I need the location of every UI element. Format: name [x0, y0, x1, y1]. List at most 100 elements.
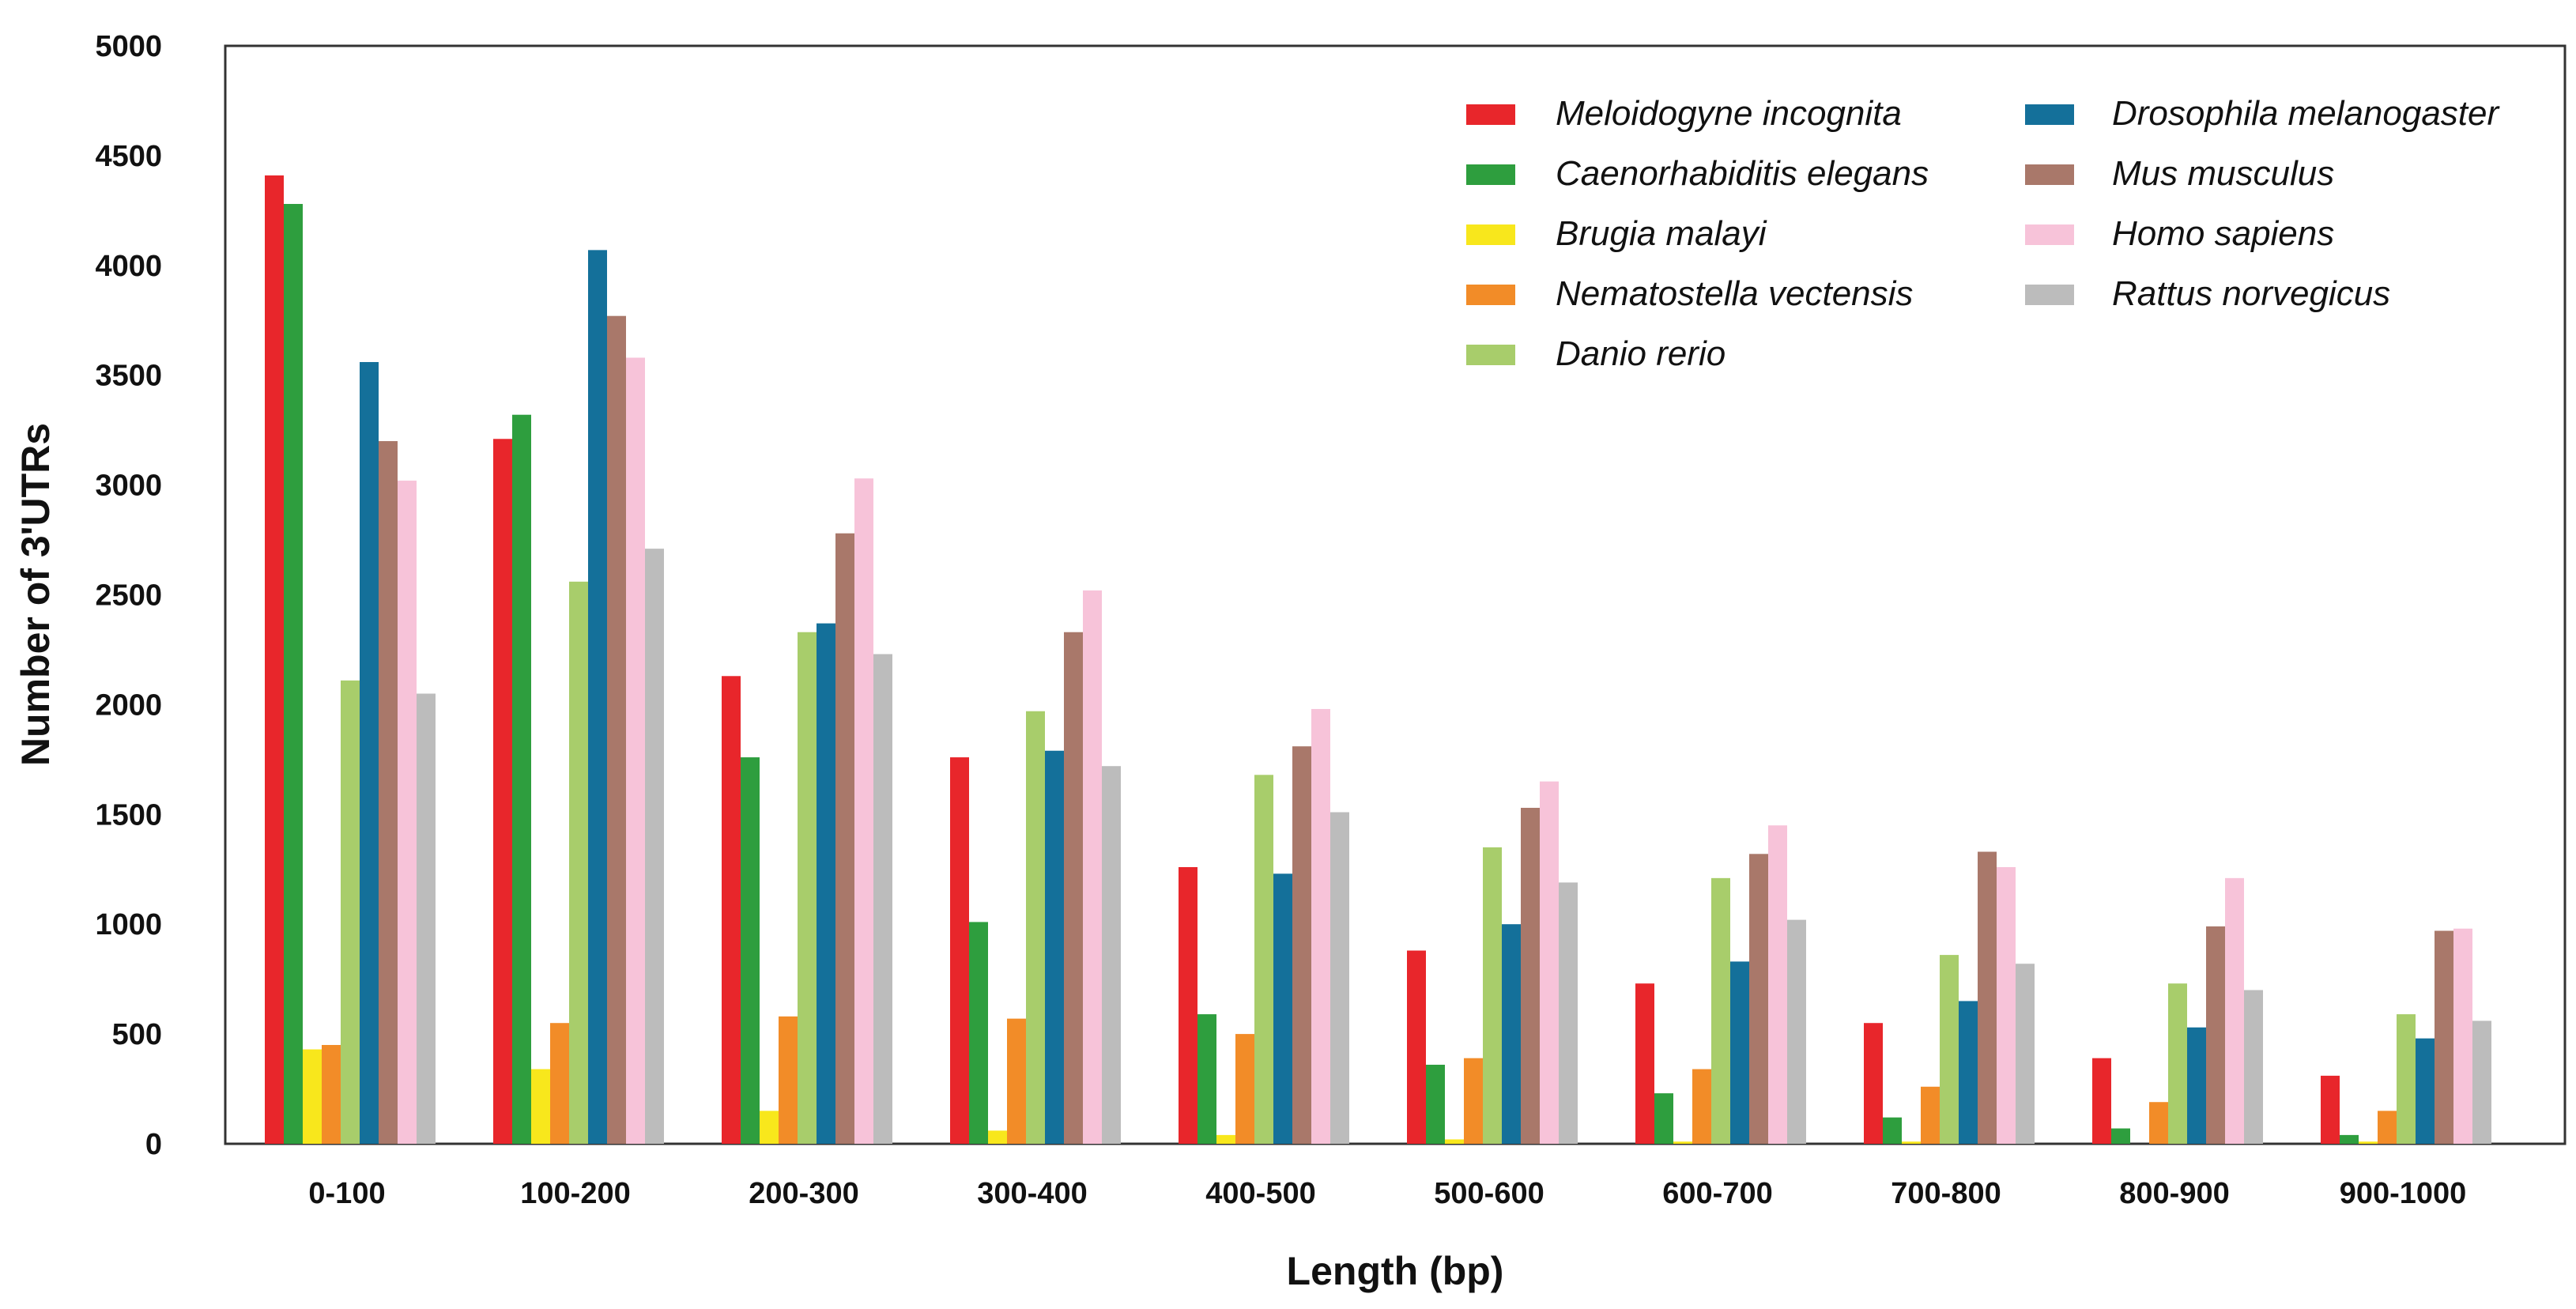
bar-meloidogyne-incognita-300-400: [950, 757, 969, 1144]
bar-mus-musculus-300-400: [1064, 632, 1083, 1144]
bar-rattus-norvegicus-800-900: [2244, 990, 2263, 1144]
legend-swatch: [1466, 345, 1515, 365]
x-axis-title: Length (bp): [1287, 1249, 1504, 1293]
legend-swatch: [1466, 104, 1515, 125]
bar-homo-sapiens-0-100: [398, 481, 417, 1144]
bar-drosophila-melanogaster-0-100: [360, 362, 379, 1145]
y-tick-label: 2500: [95, 579, 162, 613]
bar-brugia-malayi-900-1000: [2359, 1141, 2378, 1144]
bar-nematostella-vectensis-400-500: [1235, 1034, 1254, 1144]
bar-homo-sapiens-700-800: [1997, 866, 2016, 1144]
bar-homo-sapiens-100-200: [626, 357, 645, 1144]
bar-drosophila-melanogaster-700-800: [1959, 1001, 1978, 1144]
bar-caenorhabiditis-elegans-100-200: [512, 414, 531, 1144]
bar-meloidogyne-incognita-100-200: [493, 439, 512, 1144]
bar-drosophila-melanogaster-300-400: [1045, 750, 1064, 1144]
x-tick-label: 0-100: [308, 1177, 385, 1210]
legend-label: Meloidogyne incognita: [1556, 94, 1902, 133]
legend-swatch: [1466, 164, 1515, 185]
bar-rattus-norvegicus-300-400: [1102, 766, 1121, 1144]
y-tick-label: 1500: [95, 798, 162, 832]
bar-mus-musculus-500-600: [1521, 807, 1540, 1144]
bar-mus-musculus-900-1000: [2435, 930, 2453, 1144]
bar-meloidogyne-incognita-0-100: [265, 175, 284, 1145]
x-tick-label: 700-800: [1891, 1177, 2001, 1210]
legend-swatch: [2025, 285, 2074, 305]
y-tick-label: 5000: [95, 30, 162, 63]
bar-danio-rerio-600-700: [1711, 877, 1730, 1144]
bar-meloidogyne-incognita-900-1000: [2321, 1075, 2340, 1144]
bar-danio-rerio-100-200: [569, 581, 588, 1144]
bar-brugia-malayi-500-600: [1445, 1139, 1464, 1144]
bar-mus-musculus-0-100: [379, 441, 398, 1144]
y-tick-label: 4000: [95, 250, 162, 283]
bar-drosophila-melanogaster-900-1000: [2416, 1038, 2435, 1144]
bar-danio-rerio-0-100: [341, 680, 360, 1144]
x-tick-label: 100-200: [520, 1177, 630, 1210]
bar-mus-musculus-200-300: [835, 533, 854, 1144]
bar-danio-rerio-300-400: [1026, 711, 1045, 1144]
y-tick-label: 500: [112, 1018, 162, 1051]
bar-meloidogyne-incognita-600-700: [1635, 983, 1654, 1144]
legend-swatch: [1466, 224, 1515, 245]
bars: [265, 175, 2491, 1145]
x-tick-label: 300-400: [977, 1177, 1087, 1210]
bar-brugia-malayi-0-100: [303, 1049, 322, 1144]
plot-area: [224, 44, 2567, 1145]
bar-rattus-norvegicus-900-1000: [2472, 1020, 2491, 1144]
y-tick-label: 0: [145, 1128, 162, 1161]
y-tick-label: 1000: [95, 908, 162, 941]
bar-homo-sapiens-500-600: [1540, 781, 1559, 1144]
bar-nematostella-vectensis-600-700: [1692, 1069, 1711, 1144]
bar-nematostella-vectensis-200-300: [779, 1016, 798, 1144]
bar-caenorhabiditis-elegans-0-100: [284, 204, 303, 1144]
bar-brugia-malayi-600-700: [1673, 1141, 1692, 1144]
legend-label: Homo sapiens: [2112, 214, 2334, 253]
legend-label: Nematostella vectensis: [1556, 274, 1913, 313]
bar-nematostella-vectensis-900-1000: [2378, 1111, 2397, 1144]
y-tick-label: 4500: [95, 140, 162, 173]
bar-mus-musculus-700-800: [1978, 851, 1997, 1144]
x-tick-label: 200-300: [749, 1177, 858, 1210]
bar-drosophila-melanogaster-600-700: [1730, 961, 1749, 1144]
bar-meloidogyne-incognita-800-900: [2092, 1058, 2111, 1144]
bar-danio-rerio-900-1000: [2397, 1014, 2416, 1144]
y-tick-label: 2000: [95, 688, 162, 722]
bar-rattus-norvegicus-100-200: [645, 549, 664, 1144]
y-axis-title: Number of 3'UTRs: [13, 423, 58, 766]
bar-rattus-norvegicus-700-800: [2016, 964, 2035, 1144]
bar-rattus-norvegicus-400-500: [1330, 812, 1349, 1144]
bar-brugia-malayi-200-300: [760, 1111, 779, 1144]
x-tick-label: 900-1000: [2340, 1177, 2467, 1210]
bar-rattus-norvegicus-0-100: [417, 693, 436, 1144]
bar-mus-musculus-400-500: [1292, 746, 1311, 1144]
bar-meloidogyne-incognita-400-500: [1179, 866, 1197, 1144]
bar-nematostella-vectensis-0-100: [322, 1044, 341, 1144]
bar-nematostella-vectensis-800-900: [2149, 1102, 2168, 1144]
bar-rattus-norvegicus-600-700: [1787, 919, 1806, 1144]
bar-danio-rerio-400-500: [1254, 775, 1273, 1144]
bar-drosophila-melanogaster-200-300: [817, 623, 835, 1144]
bar-danio-rerio-500-600: [1483, 847, 1502, 1144]
bar-nematostella-vectensis-300-400: [1007, 1018, 1026, 1144]
x-tick-label: 800-900: [2119, 1177, 2229, 1210]
bar-mus-musculus-100-200: [607, 315, 626, 1145]
bar-caenorhabiditis-elegans-300-400: [969, 922, 988, 1144]
bar-nematostella-vectensis-700-800: [1921, 1086, 1940, 1144]
legend-label: Drosophila melanogaster: [2112, 94, 2501, 133]
y-axis-ticks: 0 500 1000 1500 2000 2500 3000 3500 4000 4500 5000: [95, 30, 162, 1161]
legend-swatch: [2025, 164, 2074, 185]
bar-nematostella-vectensis-500-600: [1464, 1058, 1483, 1144]
bar-nematostella-vectensis-100-200: [550, 1023, 569, 1144]
legend-swatch: [1466, 285, 1515, 305]
bar-danio-rerio-200-300: [798, 632, 817, 1144]
bar-rattus-norvegicus-200-300: [873, 654, 892, 1144]
x-tick-label: 600-700: [1662, 1177, 1772, 1210]
bar-homo-sapiens-200-300: [854, 478, 873, 1144]
y-tick-label: 3000: [95, 470, 162, 503]
bar-rattus-norvegicus-500-600: [1559, 882, 1578, 1144]
x-axis-ticks: 0-100 100-200 200-300 300-400 400-500 500-600…: [308, 1177, 2466, 1210]
bar-brugia-malayi-100-200: [531, 1069, 550, 1144]
bar-caenorhabiditis-elegans-400-500: [1197, 1014, 1216, 1144]
bar-mus-musculus-600-700: [1749, 854, 1768, 1144]
